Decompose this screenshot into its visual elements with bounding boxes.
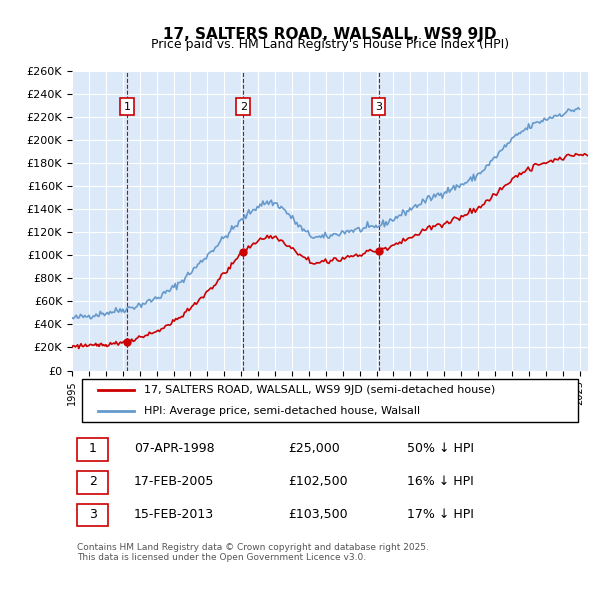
FancyBboxPatch shape [82, 379, 578, 422]
Text: 3: 3 [89, 507, 97, 521]
Text: 17, SALTERS ROAD, WALSALL, WS9 9JD: 17, SALTERS ROAD, WALSALL, WS9 9JD [163, 27, 497, 41]
Text: 2: 2 [89, 475, 97, 488]
Text: Price paid vs. HM Land Registry's House Price Index (HPI): Price paid vs. HM Land Registry's House … [151, 38, 509, 51]
FancyBboxPatch shape [77, 438, 108, 461]
Text: 3: 3 [375, 101, 382, 112]
FancyBboxPatch shape [77, 504, 108, 526]
FancyBboxPatch shape [77, 471, 108, 494]
Text: 50% ↓ HPI: 50% ↓ HPI [407, 442, 475, 455]
Text: 07-APR-1998: 07-APR-1998 [134, 442, 215, 455]
Text: 17, SALTERS ROAD, WALSALL, WS9 9JD (semi-detached house): 17, SALTERS ROAD, WALSALL, WS9 9JD (semi… [144, 385, 496, 395]
Text: 1: 1 [89, 442, 97, 455]
Text: 17-FEB-2005: 17-FEB-2005 [134, 475, 214, 488]
Text: £102,500: £102,500 [289, 475, 349, 488]
Text: Contains HM Land Registry data © Crown copyright and database right 2025.
This d: Contains HM Land Registry data © Crown c… [77, 543, 429, 562]
Text: 2: 2 [239, 101, 247, 112]
Text: 16% ↓ HPI: 16% ↓ HPI [407, 475, 474, 488]
Text: 17% ↓ HPI: 17% ↓ HPI [407, 507, 474, 521]
Text: £103,500: £103,500 [289, 507, 349, 521]
Text: 1: 1 [124, 101, 131, 112]
Text: 15-FEB-2013: 15-FEB-2013 [134, 507, 214, 521]
Text: £25,000: £25,000 [289, 442, 340, 455]
Text: HPI: Average price, semi-detached house, Walsall: HPI: Average price, semi-detached house,… [144, 406, 421, 416]
